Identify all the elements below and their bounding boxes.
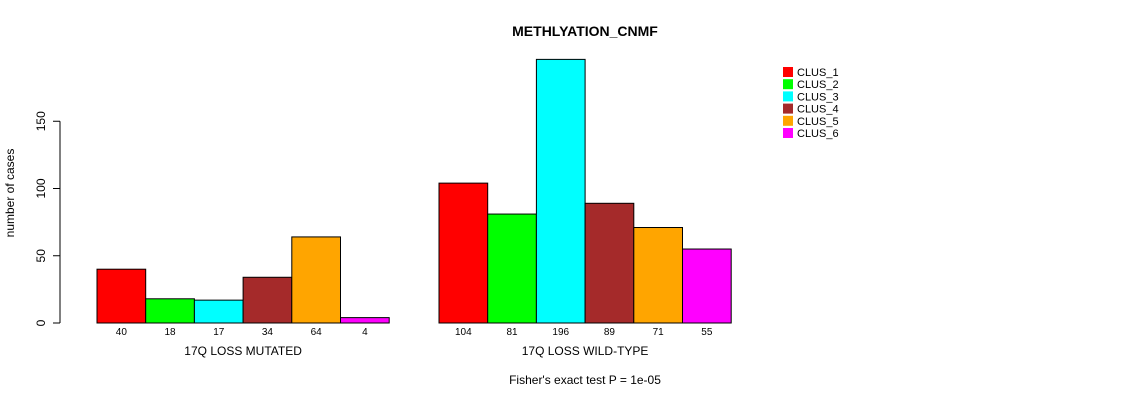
bar-value-label: 34: [262, 327, 274, 338]
legend-swatch: [783, 91, 793, 102]
bar-value-label: 89: [604, 327, 616, 338]
bar-value-label: 64: [311, 327, 323, 338]
legend-swatch: [783, 115, 793, 126]
bar: [291, 236, 341, 324]
bar: [487, 213, 537, 324]
legend-swatch: [783, 128, 793, 138]
bar: [193, 299, 244, 324]
legend-label: CLUS_1: [797, 67, 839, 79]
bar: [242, 276, 293, 324]
chart-title: METHLYATION_CNMF: [512, 23, 658, 39]
bar-value-label: 4: [362, 327, 368, 338]
legend-label: CLUS_5: [797, 116, 839, 128]
bar-value-label: 17: [213, 327, 225, 338]
group-labels: 17Q LOSS MUTATED 17Q LOSS WILD-TYPE: [184, 344, 648, 358]
bar: [633, 227, 683, 324]
bar: [96, 268, 147, 324]
bar: [438, 182, 489, 324]
bar: [584, 202, 635, 324]
y-axis: 0 50 100 150: [34, 111, 61, 326]
y-tick-label: 150: [34, 111, 48, 131]
bar-value-label: 40: [116, 327, 128, 338]
bar: [535, 58, 586, 324]
legend-label: CLUS_4: [797, 104, 839, 116]
y-tick-label: 0: [34, 319, 48, 326]
bar-value-label: 71: [653, 327, 665, 338]
y-tick-label: 100: [34, 178, 48, 198]
group-label: 17Q LOSS MUTATED: [184, 344, 302, 358]
legend-label: CLUS_3: [797, 91, 839, 103]
bar-value-labels: 40 18 17 34 64 4 104 81 196 89 71 55: [116, 327, 713, 338]
bar: [145, 298, 195, 324]
bar: [340, 317, 390, 324]
footnote: Fisher's exact test P = 1e-05: [509, 373, 661, 387]
legend-swatch: [783, 67, 793, 77]
bar-value-label: 104: [455, 327, 472, 338]
legend-label: CLUS_2: [797, 79, 839, 91]
y-tick-label: 50: [34, 249, 48, 263]
bar-value-label: 81: [506, 327, 518, 338]
bar-value-label: 196: [552, 327, 569, 338]
legend-swatch: [783, 103, 793, 114]
bar: [682, 248, 732, 324]
legend-swatch: [783, 79, 793, 90]
y-axis-label: number of cases: [3, 149, 17, 238]
bar-value-label: 18: [164, 327, 176, 338]
legend-label: CLUS_6: [797, 128, 839, 140]
group-label: 17Q LOSS WILD-TYPE: [522, 344, 649, 358]
bars-layer: [96, 58, 732, 324]
bar-value-label: 55: [701, 327, 713, 338]
